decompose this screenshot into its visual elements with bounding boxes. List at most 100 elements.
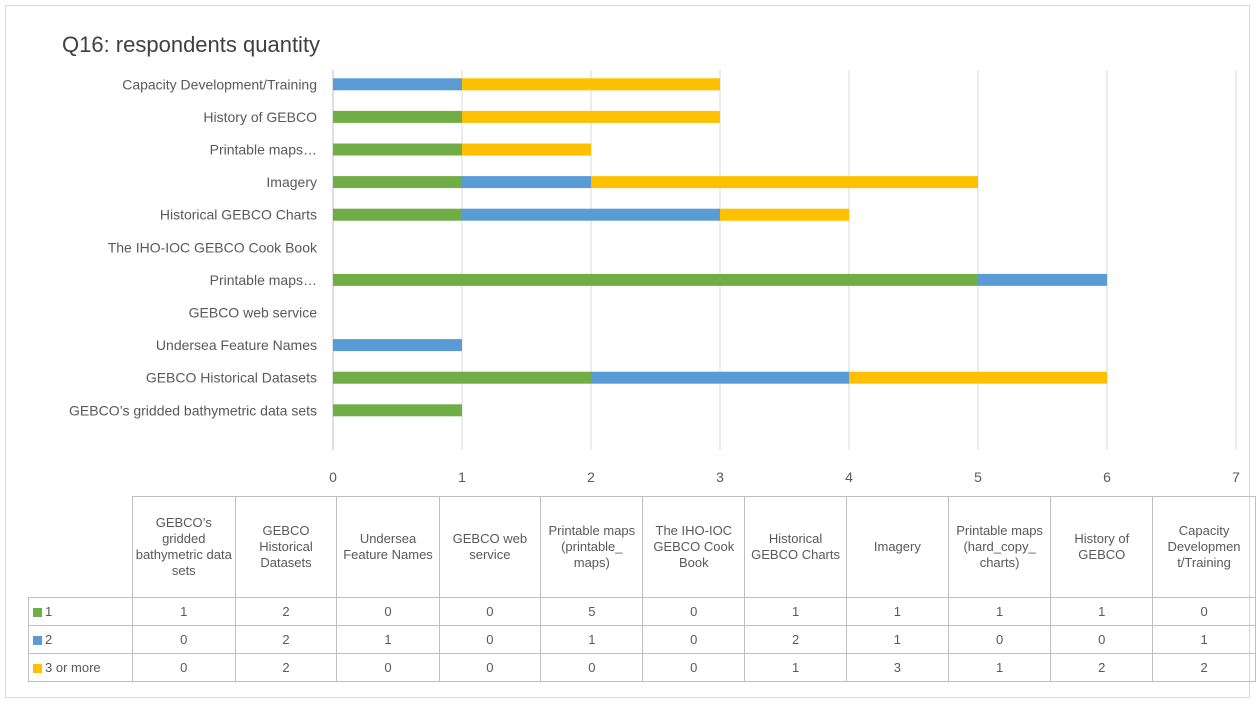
bar-segment (849, 371, 1107, 384)
bar-segment (720, 208, 849, 221)
legend-label: 1 (45, 604, 53, 619)
chart-title: Q16: respondents quantity (62, 32, 321, 57)
bar-segment (333, 339, 462, 352)
category-label: Imagery (266, 174, 317, 190)
bar-segment (462, 143, 591, 156)
table-corner (28, 496, 133, 598)
data-table: GEBCO’s gridded bathymetric data sets GEB… (28, 496, 1256, 682)
x-tick-label: 6 (1103, 469, 1111, 485)
bar-segment (462, 78, 720, 91)
table-cell: 1 (744, 653, 848, 682)
bar-segment (591, 176, 978, 189)
bar-segment (333, 110, 462, 123)
table-column-header: Printable maps (printable_ maps) (540, 496, 644, 598)
category-label: Printable maps… (210, 272, 317, 288)
legend-swatch (33, 608, 42, 618)
table-cell: 1 (336, 625, 440, 654)
table-column-header: GEBCO web service (438, 496, 542, 598)
table-cell: 0 (540, 653, 644, 682)
table-cell: 2 (1152, 653, 1256, 682)
table-cell: 2 (744, 625, 848, 654)
category-axis-labels: GEBCO’s gridded bathymetric data sets GEB… (69, 76, 318, 418)
table-cell: 0 (336, 597, 440, 626)
bar-segment (462, 208, 720, 221)
bar-segment (591, 371, 849, 384)
bar-segment (333, 78, 462, 91)
table-column-header: GEBCO’s gridded bathymetric data sets (132, 496, 236, 598)
bar-segment (333, 371, 591, 384)
table-cell: 0 (1050, 625, 1154, 654)
table-column-header: Printable maps (hard_copy_ charts) (947, 496, 1052, 598)
category-label: GEBCO web service (189, 305, 318, 321)
table-cell: 1 (132, 597, 236, 626)
table-cell: 2 (1050, 653, 1154, 682)
legend-swatch (33, 664, 42, 674)
table-cell: 0 (438, 653, 542, 682)
legend-key: 2 (28, 625, 133, 654)
table-cell: 0 (642, 625, 746, 654)
table-cell: 1 (1050, 597, 1154, 626)
category-label: GEBCO’s gridded bathymetric data sets (69, 402, 317, 418)
table-cell: 2 (234, 653, 338, 682)
table-column-header: Undersea Feature Names (336, 496, 440, 598)
legend-key: 1 (28, 597, 133, 626)
bar-segment (333, 208, 462, 221)
table-cell: 0 (947, 625, 1052, 654)
legend-key: 3 or more (28, 653, 133, 682)
table-header-row: GEBCO’s gridded bathymetric data sets GEB… (28, 496, 1256, 598)
table-column-header: Capacity Developmen t/Training (1152, 496, 1256, 598)
table-cell: 0 (438, 625, 542, 654)
x-tick-label: 7 (1232, 469, 1240, 485)
x-tick-label: 3 (716, 469, 724, 485)
table-column-header: The IHO-IOC GEBCO Cook Book (642, 496, 746, 598)
bar-segment (462, 176, 591, 189)
category-label: Printable maps… (210, 142, 317, 158)
x-tick-label: 1 (458, 469, 466, 485)
table-cell: 0 (1152, 597, 1256, 626)
table-column-header: Historical GEBCO Charts (744, 496, 848, 598)
table-cell: 0 (438, 597, 542, 626)
table-cell: 0 (642, 653, 746, 682)
category-label: Undersea Feature Names (156, 337, 317, 353)
legend-swatch (33, 636, 42, 646)
table-cell: 5 (540, 597, 644, 626)
bar-segment (462, 110, 720, 123)
bar-segment (333, 176, 462, 189)
x-tick-label: 5 (974, 469, 982, 485)
table-cell: 0 (642, 597, 746, 626)
table-cell: 1 (846, 625, 949, 654)
bar-segments (333, 78, 1107, 417)
legend-label: 3 or more (45, 660, 101, 675)
value-axis-tick-labels: 0 1 2 3 4 5 6 7 (329, 469, 1240, 485)
table-cell: 1 (744, 597, 848, 626)
bar-segment (333, 404, 462, 417)
table-row: 3 or more 0 2 0 0 0 0 1 3 1 2 2 (28, 653, 1256, 682)
category-label: History of GEBCO (203, 109, 317, 125)
table-cell: 1 (540, 625, 644, 654)
table-cell: 3 (846, 653, 949, 682)
x-tick-label: 0 (329, 469, 337, 485)
table-column-header: Imagery (846, 496, 949, 598)
bar-segment (333, 273, 978, 286)
category-label: Historical GEBCO Charts (160, 207, 317, 223)
x-tick-label: 2 (587, 469, 595, 485)
table-cell: 1 (1152, 625, 1256, 654)
category-label: The IHO-IOC GEBCO Cook Book (108, 239, 318, 255)
legend-label: 2 (45, 632, 53, 647)
table-column-header: History of GEBCO (1050, 496, 1154, 598)
table-cell: 1 (846, 597, 949, 626)
bar-segment (978, 273, 1107, 286)
table-cell: 2 (234, 597, 338, 626)
gridlines (332, 70, 1237, 450)
x-tick-label: 4 (845, 469, 853, 485)
table-cell: 0 (336, 653, 440, 682)
category-label: Capacity Development/Training (122, 76, 317, 92)
table-cell: 0 (132, 625, 236, 654)
table-cell: 1 (947, 597, 1052, 626)
category-label: GEBCO Historical Datasets (146, 370, 317, 386)
table-cell: 2 (234, 625, 338, 654)
